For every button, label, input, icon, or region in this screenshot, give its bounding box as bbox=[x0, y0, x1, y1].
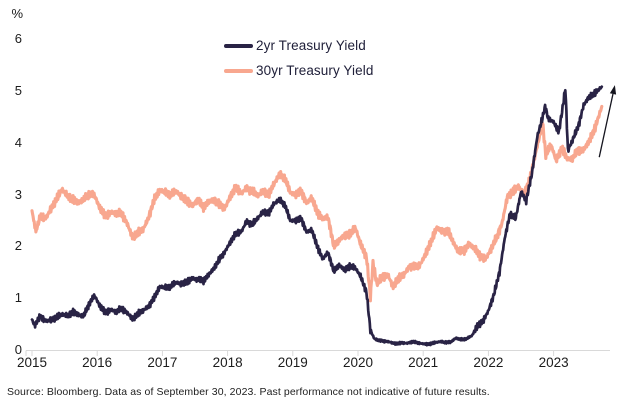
trend-arrow-head bbox=[609, 85, 617, 95]
legend-item-2yr: 2yr Treasury Yield bbox=[224, 38, 373, 53]
y-axis-tick-label: 6 bbox=[14, 31, 22, 46]
legend-line-swatch-30yr bbox=[224, 68, 253, 73]
y-axis-unit-label: % bbox=[11, 6, 23, 21]
x-axis-tick-label: 2021 bbox=[408, 355, 439, 370]
x-axis-tick-label: 2022 bbox=[473, 355, 504, 370]
x-axis-tick-label: 2016 bbox=[82, 355, 113, 370]
x-axis-tick-label: 2023 bbox=[538, 355, 569, 370]
series-line-2yr bbox=[30, 85, 604, 347]
source-note: Source: Bloomberg. Data as of September … bbox=[7, 386, 490, 398]
legend-label-2yr: 2yr Treasury Yield bbox=[256, 38, 366, 53]
legend-line-swatch-2yr bbox=[224, 43, 253, 48]
series-line-30yr bbox=[30, 104, 604, 303]
legend: 2yr Treasury Yield 30yr Treasury Yield bbox=[224, 38, 373, 78]
legend-item-30yr: 30yr Treasury Yield bbox=[224, 63, 373, 78]
x-axis-tick-label: 2019 bbox=[277, 355, 308, 370]
trend-arrow-shaft bbox=[598, 93, 614, 158]
y-axis-tick-label: 5 bbox=[14, 82, 22, 98]
x-axis-tick-label: 2017 bbox=[147, 355, 178, 370]
y-axis-tick-label: 0 bbox=[14, 342, 22, 357]
x-axis-tick-label: 2018 bbox=[212, 355, 243, 370]
y-axis-tick-label: 2 bbox=[14, 238, 22, 254]
y-axis-tick-label: 1 bbox=[14, 290, 22, 306]
legend-label-30yr: 30yr Treasury Yield bbox=[256, 63, 374, 78]
y-axis-tick-label: 4 bbox=[14, 134, 22, 150]
x-axis-tick-label: 2015 bbox=[16, 355, 48, 370]
y-axis-tick-label: 3 bbox=[14, 186, 22, 202]
x-axis-tick-label: 2020 bbox=[342, 355, 374, 370]
